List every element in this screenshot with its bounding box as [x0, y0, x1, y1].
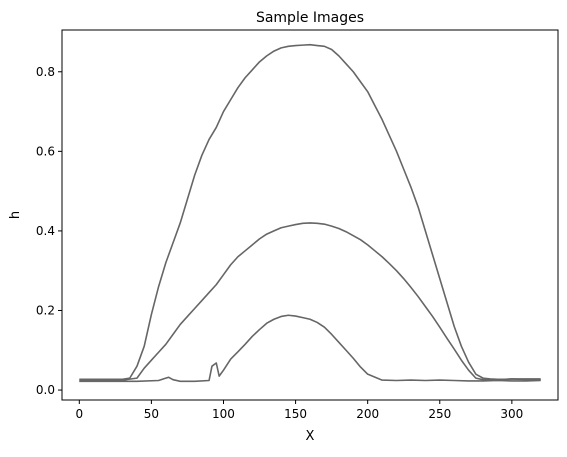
- x-tick-label: 0: [75, 407, 83, 421]
- series-layer: [79, 43, 541, 383]
- x-tick-label: 50: [144, 407, 159, 421]
- y-tick-label: 0.8: [36, 65, 55, 79]
- y-tick-label: 0.2: [36, 303, 55, 317]
- x-tick-label: 250: [428, 407, 451, 421]
- series-line-1: [79, 43, 541, 381]
- x-tick-label: 200: [356, 407, 379, 421]
- plot-area-frame: [61, 29, 559, 401]
- y-tick-label: 0.0: [36, 383, 55, 397]
- x-axis-ticks: 0 50 100 150 200 250 300: [75, 400, 523, 421]
- series-line-3: [79, 314, 541, 383]
- chart-title: Sample Images: [256, 10, 364, 26]
- x-axis-label: X: [306, 429, 315, 444]
- y-tick-label: 0.6: [36, 144, 55, 158]
- x-tick-label: 100: [212, 407, 235, 421]
- series-line-2: [79, 222, 541, 382]
- x-tick-label: 300: [500, 407, 523, 421]
- x-tick-label: 150: [284, 407, 307, 421]
- y-tick-label: 0.4: [36, 224, 55, 238]
- y-axis-label: h: [8, 211, 23, 219]
- y-axis-ticks: 0.0 0.2 0.4 0.6 0.8: [36, 65, 62, 397]
